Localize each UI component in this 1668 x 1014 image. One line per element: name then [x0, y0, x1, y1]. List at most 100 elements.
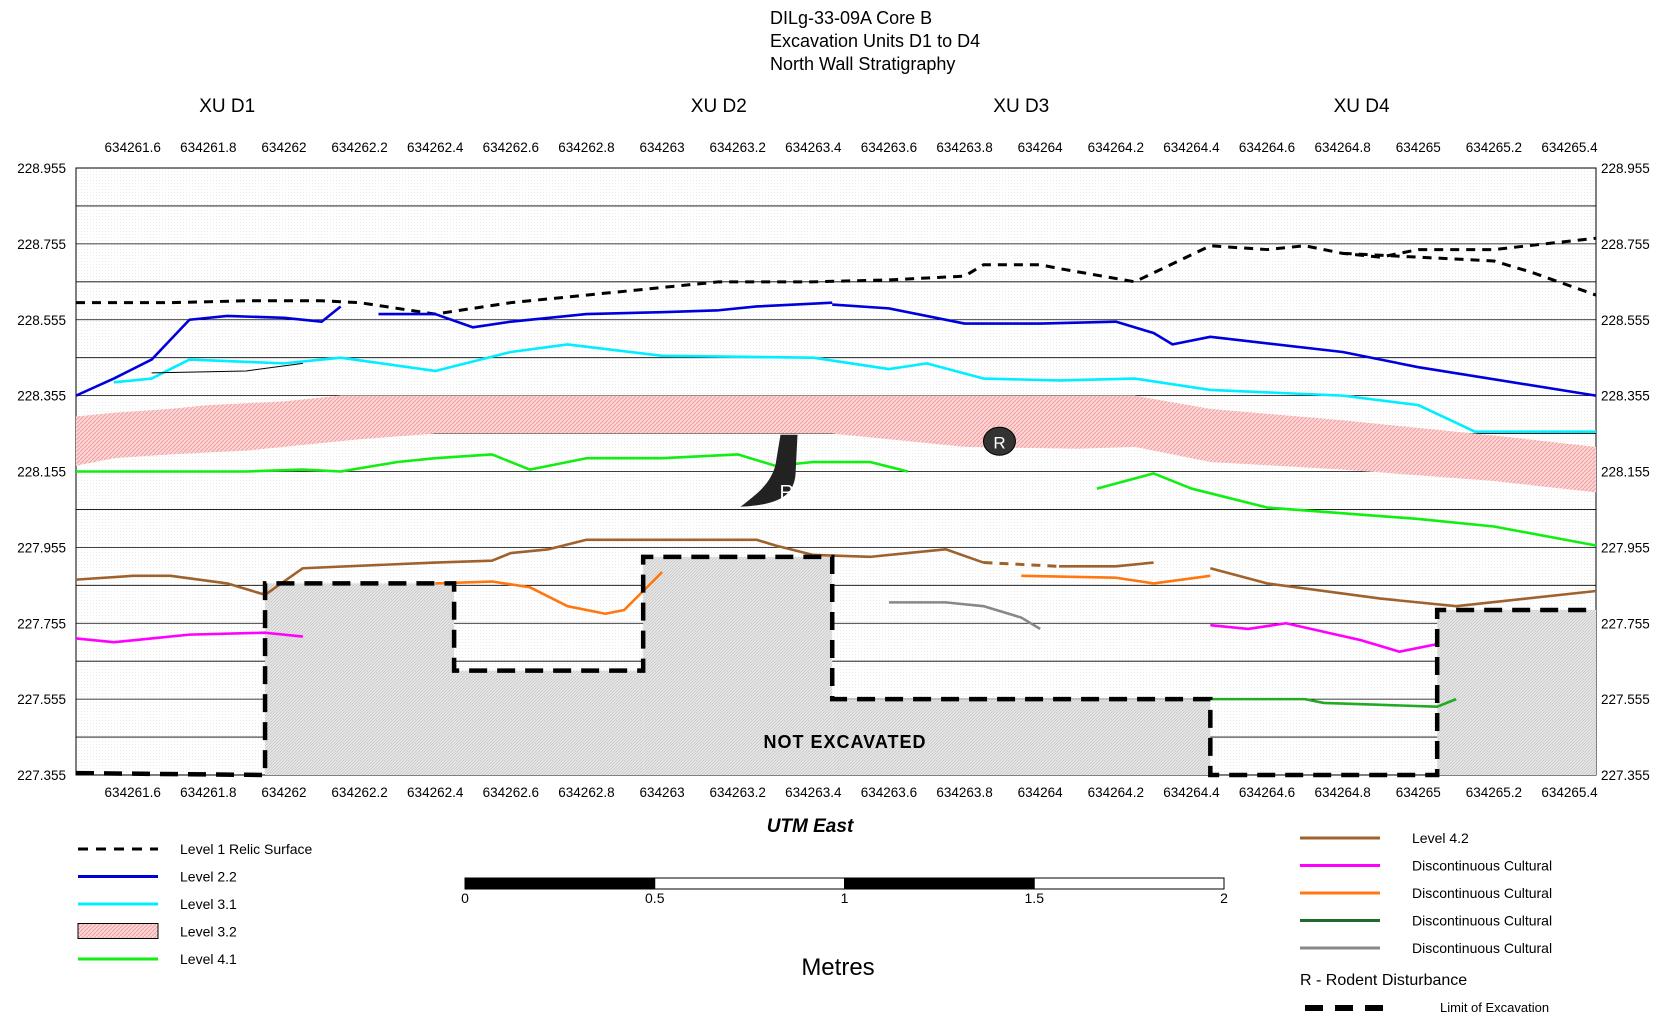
legend-label: Level 2.2 [180, 869, 237, 885]
scale-bar-tick: 0 [461, 890, 469, 906]
series-line [832, 303, 1597, 397]
legend-left: Level 1 Relic Surface Level 2.2 Level 3.1 L… [77, 841, 313, 967]
x-tick-label: 634263.4 [785, 785, 842, 800]
scale-bar: 0 0.5 1 1.5 2 [461, 877, 1228, 906]
y-tick-label: 227.755 [1601, 616, 1650, 631]
y-tick-label: 228.155 [17, 465, 66, 480]
x-tick-label: 634263 [640, 785, 685, 800]
y-tick-label: 228.155 [1601, 465, 1650, 480]
x-tick-label: 634264.8 [1315, 140, 1371, 155]
series-line [1021, 574, 1211, 585]
x-tick-label: 634263.4 [785, 140, 842, 155]
y-tick-label: 228.355 [1601, 389, 1650, 404]
x-tick-label: 634263.6 [861, 140, 917, 155]
series-line [888, 601, 1041, 631]
x-tick-label: 634262.2 [331, 785, 387, 800]
x-tick-label: 634265.2 [1466, 140, 1522, 155]
series-line [75, 631, 303, 644]
x-tick-label: 634265.4 [1541, 140, 1598, 155]
scale-bar-label: Metres [801, 954, 874, 981]
rodent-disturbance-marks: RR [740, 426, 1016, 507]
y-tick-label: 228.555 [17, 313, 66, 328]
legend-label: Level 4.1 [180, 951, 237, 967]
legend-rodent: R - Rodent Disturbance [1300, 972, 1467, 989]
not-excavated-block [832, 699, 1211, 775]
x-tick-label: 634263.2 [710, 785, 766, 800]
x-tick-label: 634263.6 [861, 785, 917, 800]
series-line [1096, 472, 1597, 547]
series-line [1209, 566, 1597, 608]
x-tick-labels-bottom: 634261.6 634261.8 634262 634262.2 634262.4 63… [105, 785, 1599, 800]
unit-label: XU D3 [993, 96, 1049, 117]
y-tick-label: 227.955 [17, 540, 66, 555]
x-tick-label: 634263 [640, 140, 685, 155]
chart-title: DILg-33-09A Core B Excavation Units D1 t… [770, 8, 980, 74]
x-tick-label: 634264.4 [1163, 785, 1220, 800]
x-tick-label: 634261.6 [105, 140, 161, 155]
scale-bar-segment [1033, 877, 1225, 890]
not-excavated-block [1437, 609, 1596, 775]
series-line [113, 343, 1596, 433]
y-tick-label: 228.755 [17, 237, 66, 252]
legend-label: Discontinuous Cultural [1412, 885, 1552, 901]
series-line [378, 301, 833, 329]
unit-label: XU D4 [1334, 96, 1390, 117]
x-tick-label: 634262.6 [483, 140, 539, 155]
x-tick-label: 634264.6 [1239, 785, 1295, 800]
x-tick-label: 634265 [1396, 140, 1441, 155]
x-tick-label: 634265 [1396, 785, 1441, 800]
title-line-2: Excavation Units D1 to D4 [770, 31, 980, 51]
rodent-burrow [740, 434, 798, 507]
legend-label: Discontinuous Cultural [1412, 913, 1552, 929]
series-line [1210, 697, 1457, 709]
unit-label: XU D2 [691, 96, 747, 117]
title-line-1: DILg-33-09A Core B [770, 8, 932, 28]
y-tick-label: 228.955 [1601, 161, 1650, 176]
x-tick-label: 634261.8 [180, 785, 236, 800]
x-tick-label: 634262.8 [558, 785, 614, 800]
series-line [75, 305, 342, 397]
x-tick-label: 634263.8 [936, 785, 992, 800]
x-tick-label: 634262.4 [407, 785, 464, 800]
scale-bar-tick: 1 [841, 890, 849, 906]
series-line [151, 362, 303, 374]
series-line [76, 453, 909, 473]
y-tick-label: 228.555 [1601, 313, 1650, 328]
y-tick-label: 227.355 [17, 768, 66, 783]
series-line [435, 571, 663, 616]
level-3-2-band [76, 395, 1596, 493]
x-tick-label: 634264.2 [1088, 140, 1144, 155]
level-3-2-area [76, 395, 1596, 493]
series-line [983, 561, 1060, 568]
series-lines [75, 236, 1597, 709]
y-tick-label: 228.355 [17, 389, 66, 404]
x-tick-label: 634264.8 [1315, 785, 1371, 800]
y-tick-label: 227.555 [1601, 692, 1650, 707]
x-tick-label: 634264 [1018, 785, 1064, 800]
x-tick-label: 634262.4 [407, 140, 464, 155]
x-tick-label: 634262.6 [483, 785, 539, 800]
rodent-mark-label: R [780, 482, 794, 504]
legend-swatch [77, 923, 159, 939]
x-axis-label: UTM East [767, 816, 854, 837]
legend-label: Level 3.1 [180, 896, 237, 912]
scale-bar-segment [844, 877, 1035, 890]
not-excavated-block [454, 670, 644, 775]
rodent-burrow [982, 426, 1016, 456]
y-tick-label: 228.955 [17, 161, 66, 176]
x-tick-label: 634263.8 [936, 140, 992, 155]
unit-labels: XU D1 XU D2 XU D3 XU D4 [199, 96, 1390, 117]
scale-bar-segment [654, 877, 845, 890]
series-line [1342, 251, 1597, 297]
y-tick-labels-left: 228.955 228.755 228.555 228.355 228.155 227.9… [17, 161, 66, 783]
scale-bar-segment [464, 877, 656, 890]
excavation-limit [75, 554, 1596, 778]
x-tick-label: 634261.8 [180, 140, 236, 155]
series-line [1059, 561, 1154, 568]
scale-bar-tick: 0.5 [645, 890, 665, 906]
x-tick-label: 634263.2 [710, 140, 766, 155]
x-tick-label: 634265.2 [1466, 785, 1522, 800]
y-tick-label: 227.955 [1601, 540, 1650, 555]
not-excavated-label: NOT EXCAVATED [763, 732, 926, 752]
